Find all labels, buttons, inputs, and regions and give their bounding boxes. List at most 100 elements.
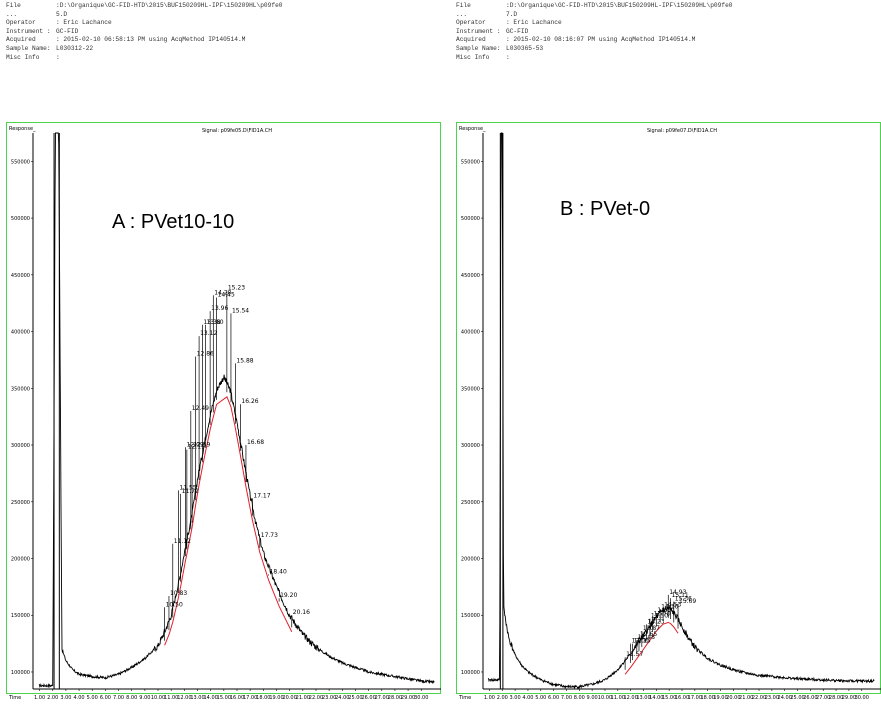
peak-label: 10.83 — [170, 590, 187, 597]
data-file: 7.D — [506, 10, 518, 18]
x-tick-label: 16.00 — [675, 695, 689, 701]
chromatogram-trace — [487, 132, 875, 690]
x-tick-label: 13.00 — [636, 695, 650, 701]
x-tick-label: 19.00 — [269, 695, 283, 701]
x-tick-label: 5.00 — [87, 695, 98, 701]
y-tick-label: 350000 — [11, 386, 30, 392]
x-tick-label: 15.00 — [217, 695, 231, 701]
x-tick-label: 3.00 — [510, 695, 521, 701]
misc-value: : — [506, 53, 510, 61]
y-tick-label: 550000 — [11, 159, 30, 165]
sample-key: Sample Name: — [456, 44, 501, 52]
y-tick-label: 450000 — [11, 273, 30, 279]
x-tick-label: 16.00 — [230, 695, 244, 701]
y-tick-label: 150000 — [11, 613, 30, 619]
peak-label: 14.93 — [669, 589, 686, 596]
instrument-value: GC-FID — [506, 27, 529, 35]
x-tick-label: 17.00 — [688, 695, 702, 701]
x-tick-label: 11.00 — [164, 695, 178, 701]
x-axis-title: Time — [8, 695, 21, 701]
x-tick-label: 5.00 — [535, 695, 546, 701]
y-tick-label: 150000 — [461, 613, 480, 619]
peak-label: 13.50 — [651, 613, 668, 620]
peak-label: 15.88 — [236, 357, 253, 364]
peak-label: 19.20 — [280, 592, 297, 599]
x-tick-label: 8.00 — [126, 695, 137, 701]
y-tick-label: 400000 — [461, 330, 480, 336]
x-tick-label: 27.00 — [375, 695, 389, 701]
x-tick-label: 14.00 — [649, 695, 663, 701]
x-tick-label: 15.00 — [662, 695, 676, 701]
file-key: File — [6, 2, 21, 9]
peak-label: 14.20 — [214, 289, 231, 296]
peak-label: 16.68 — [247, 439, 264, 446]
file-path: :D:\Organique\GC-FID-HTD\2015\BUF150209H… — [56, 2, 283, 9]
misc-key: Misc Info — [456, 53, 490, 61]
x-tick-label: 18.00 — [701, 695, 715, 701]
x-tick-label: 29.00 — [842, 695, 856, 701]
peak-label: 20.16 — [293, 609, 310, 616]
y-tick-label: 350000 — [461, 386, 480, 392]
peak-label: 11.55 — [179, 484, 196, 491]
y-tick-label: 300000 — [11, 443, 30, 449]
peak-label: 12.87 — [643, 625, 660, 632]
peak-label: 13.60 — [206, 319, 223, 326]
x-tick-label: 27.00 — [816, 695, 830, 701]
panel-label: A : PVet10-10 — [112, 211, 234, 233]
x-tick-label: 12.00 — [177, 695, 191, 701]
operator-key: Operator — [6, 19, 36, 27]
x-tick-label: 4.00 — [522, 695, 533, 701]
signal-label: Signal: p09fe05.D\FID1A.CH — [202, 128, 272, 134]
peak-label: 14.45 — [218, 292, 235, 299]
y-tick-label: 550000 — [461, 159, 480, 165]
operator-value: : Eric Lachance — [56, 19, 112, 27]
y-tick-label: 450000 — [461, 273, 480, 279]
x-tick-label: 20.00 — [282, 695, 296, 701]
peak-label: 14.00 — [657, 607, 674, 614]
y-axis-title: Response_ — [459, 126, 486, 132]
x-tick-label: 6.00 — [548, 695, 559, 701]
peak-label: 11.72 — [182, 488, 199, 495]
peak-label: 14.53 — [664, 601, 681, 608]
acquired-value: : 2015-02-10 06:58:13 PM using AcqMethod… — [56, 36, 246, 44]
peak-label: 15.69 — [679, 598, 696, 605]
signal-label: Signal: p09fe07.D\FID1A.CH — [647, 128, 717, 134]
chromatogram-panel-b: File:D:\Organique\GC-FID-HTD\2015\BUF150… — [450, 0, 881, 714]
x-tick-label: 10.00 — [151, 695, 165, 701]
x-tick-label: 4.00 — [73, 695, 84, 701]
peak-label: 13.12 — [200, 330, 217, 337]
y-tick-label: 100000 — [461, 670, 480, 676]
chart-frame: Response_ 100000 150000 200000 250000 300000 3… — [6, 122, 441, 701]
x-tick-label: 28.00 — [829, 695, 843, 701]
x-axis-title: Time — [458, 695, 471, 701]
x-tick-label: 25.00 — [348, 695, 362, 701]
x-tick-label: 23.00 — [765, 695, 779, 701]
sample-name: L030365-53 — [506, 44, 544, 52]
x-tick-label: 18.00 — [256, 695, 270, 701]
peak-label: 17.17 — [253, 492, 270, 499]
x-tick-label: 23.00 — [322, 695, 336, 701]
peak-label: 18.40 — [270, 568, 287, 575]
x-tick-label: 29.00 — [401, 695, 415, 701]
y-tick-label: 250000 — [11, 500, 30, 506]
peak-label: 12.15 — [634, 638, 651, 645]
x-tick-label: 9.00 — [139, 695, 150, 701]
run-header: File:D:\Organique\GC-FID-HTD\2015\BUF150… — [456, 2, 733, 62]
peak-label: 15.54 — [232, 307, 249, 314]
operator-value: : Eric Lachance — [506, 19, 562, 27]
chromatogram-plot: Response_ 100000 150000 200000 250000 300000 3… — [458, 126, 881, 701]
peak-label: 11.12 — [174, 538, 191, 545]
y-tick-label: 500000 — [461, 216, 480, 222]
x-tick-label: 22.00 — [309, 695, 323, 701]
y-tick-label: 300000 — [461, 443, 480, 449]
peak-label: 12.19 — [188, 444, 205, 451]
x-tick-label: 26.00 — [361, 695, 375, 701]
sample-name: L030312-22 — [56, 44, 94, 52]
x-tick-label: 14.00 — [204, 695, 218, 701]
peak-label: 15.11 — [672, 592, 689, 599]
x-tick-label: 22.00 — [752, 695, 766, 701]
peak-label: 13.96 — [211, 305, 228, 312]
peak-label: 15.36 — [675, 596, 692, 603]
sample-key: Sample Name: — [6, 44, 51, 52]
x-tick-label: 1.00 — [34, 695, 45, 701]
